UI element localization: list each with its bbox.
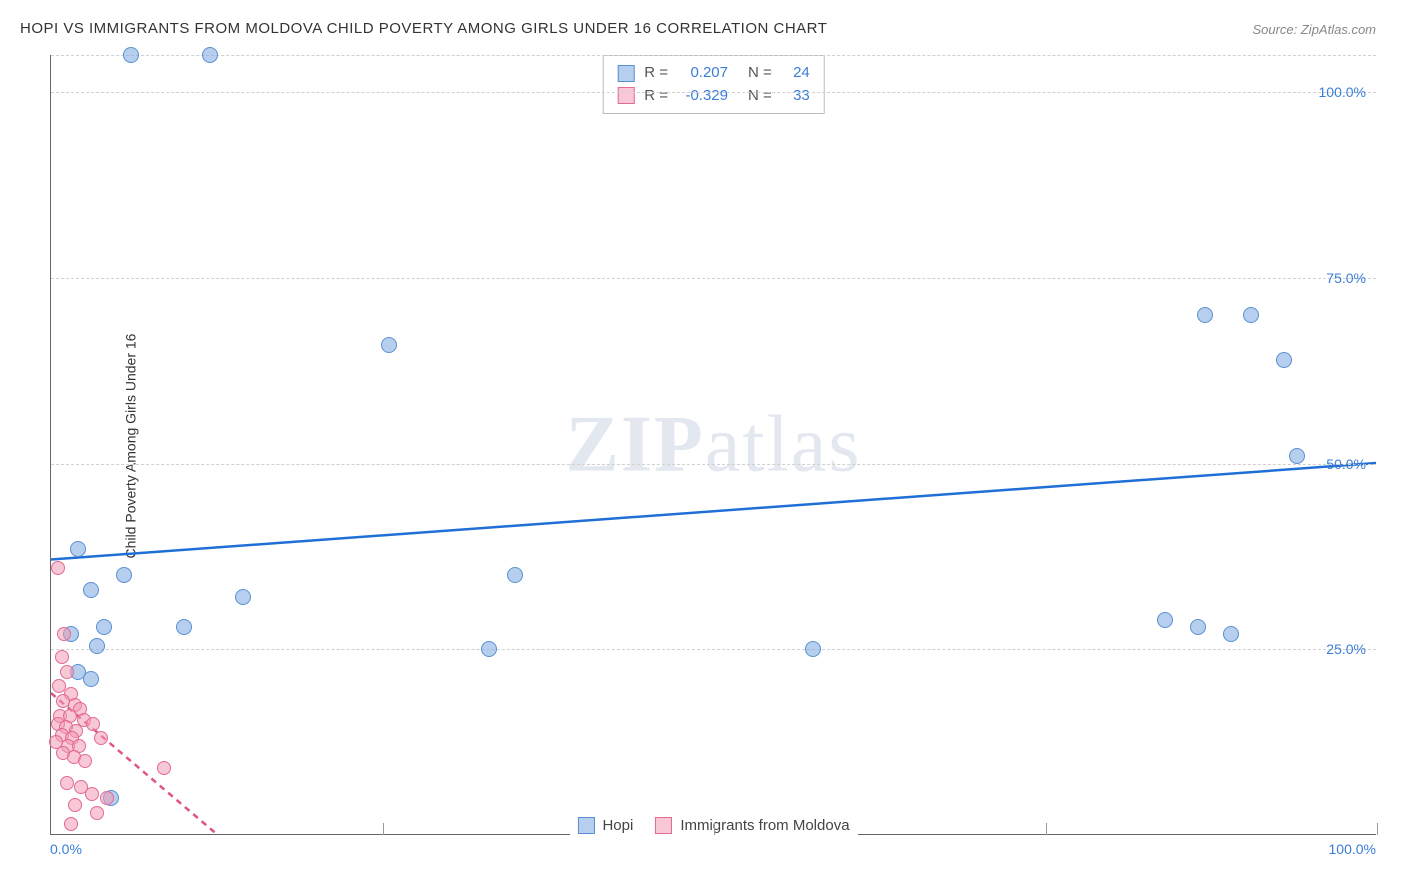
data-point	[1276, 352, 1292, 368]
gridline-horizontal	[51, 278, 1376, 279]
gridline-horizontal	[51, 649, 1376, 650]
r-value: -0.329	[678, 85, 728, 108]
watermark-light: atlas	[705, 400, 862, 488]
watermark-text: ZIPatlas	[566, 399, 862, 490]
n-label: N =	[748, 85, 772, 108]
data-point	[1197, 307, 1213, 323]
gridline-vertical	[1046, 823, 1047, 835]
scatter-plot: ZIPatlas R = 0.207 N = 24 R = -0.329 N = 33 Hop…	[50, 55, 1376, 835]
data-point	[116, 567, 132, 583]
trend-lines	[51, 55, 1376, 834]
correlation-stats-box: R = 0.207 N = 24 R = -0.329 N = 33	[602, 55, 825, 114]
r-label: R =	[644, 62, 668, 85]
gridline-horizontal	[51, 92, 1376, 93]
data-point	[176, 619, 192, 635]
y-tick-label: 25.0%	[1326, 641, 1366, 657]
data-point	[1243, 307, 1259, 323]
stats-row: R = -0.329 N = 33	[617, 85, 810, 108]
y-tick-label: 50.0%	[1326, 456, 1366, 472]
data-point	[85, 787, 99, 801]
legend-item: Immigrants from Moldova	[655, 817, 849, 834]
n-value: 24	[782, 62, 810, 85]
data-point	[96, 619, 112, 635]
legend-label: Hopi	[602, 817, 633, 834]
data-point	[1223, 626, 1239, 642]
gridline-horizontal	[51, 464, 1376, 465]
data-point	[381, 337, 397, 353]
source-label: Source: ZipAtlas.com	[1252, 22, 1376, 37]
data-point	[78, 754, 92, 768]
data-point	[83, 582, 99, 598]
gridline-vertical	[714, 823, 715, 835]
legend-swatch	[617, 65, 634, 82]
gridline-horizontal	[51, 55, 1376, 56]
data-point	[55, 650, 69, 664]
data-point	[83, 671, 99, 687]
legend-swatch	[577, 817, 594, 834]
n-label: N =	[748, 62, 772, 85]
watermark-bold: ZIP	[566, 400, 705, 488]
data-point	[60, 776, 74, 790]
data-point	[1190, 619, 1206, 635]
data-point	[51, 561, 65, 575]
data-point	[100, 791, 114, 805]
stats-row: R = 0.207 N = 24	[617, 62, 810, 85]
y-tick-label: 75.0%	[1326, 270, 1366, 286]
trend-line	[51, 463, 1376, 559]
data-point	[90, 806, 104, 820]
data-point	[57, 627, 71, 641]
data-point	[68, 798, 82, 812]
data-point	[202, 47, 218, 63]
legend-swatch	[655, 817, 672, 834]
data-point	[481, 641, 497, 657]
data-point	[805, 641, 821, 657]
data-point	[157, 761, 171, 775]
data-point	[64, 817, 78, 831]
chart-title: HOPI VS IMMIGRANTS FROM MOLDOVA CHILD PO…	[20, 20, 827, 37]
data-point	[235, 589, 251, 605]
r-label: R =	[644, 85, 668, 108]
data-point	[89, 638, 105, 654]
legend-label: Immigrants from Moldova	[680, 817, 849, 834]
data-point	[60, 665, 74, 679]
r-value: 0.207	[678, 62, 728, 85]
x-tick-label: 0.0%	[50, 841, 82, 884]
gridline-vertical	[383, 823, 384, 835]
legend-item: Hopi	[577, 817, 633, 834]
data-point	[507, 567, 523, 583]
data-point	[94, 731, 108, 745]
data-point	[1289, 448, 1305, 464]
data-point	[86, 717, 100, 731]
data-point	[123, 47, 139, 63]
legend-swatch	[617, 87, 634, 104]
data-point	[1157, 612, 1173, 628]
y-tick-label: 100.0%	[1319, 84, 1366, 100]
n-value: 33	[782, 85, 810, 108]
gridline-vertical	[1377, 823, 1378, 835]
x-tick-label: 100.0%	[1329, 841, 1376, 884]
data-point	[70, 541, 86, 557]
